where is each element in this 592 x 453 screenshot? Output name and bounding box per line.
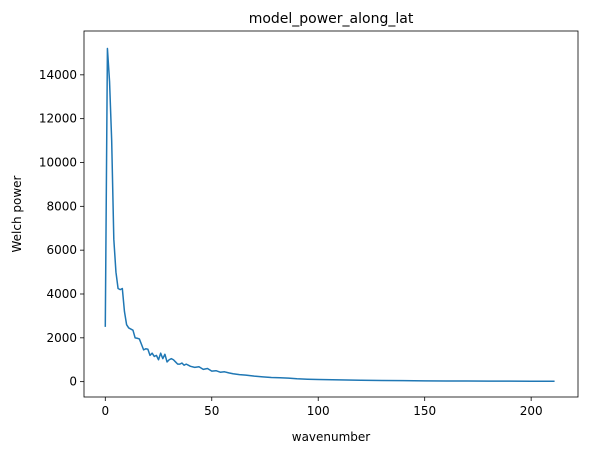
y-tick-label: 2000 <box>46 331 77 345</box>
x-tick-label: 50 <box>204 404 219 418</box>
axes-frame <box>83 30 579 398</box>
y-tick-label: 12000 <box>39 112 77 126</box>
x-tick-label: 0 <box>101 404 109 418</box>
x-tick-label: 100 <box>307 404 330 418</box>
y-tick-label: 4000 <box>46 287 77 301</box>
plot-area <box>104 47 555 383</box>
chart-title: model_power_along_lat <box>249 11 414 27</box>
y-tick-label: 0 <box>69 375 77 389</box>
x-tick-label: 200 <box>520 404 543 418</box>
y-tick-label: 10000 <box>39 155 77 169</box>
series-line <box>104 47 555 383</box>
y-tick-label: 14000 <box>39 68 77 82</box>
x-tick-label: 150 <box>413 404 436 418</box>
y-tick-label: 8000 <box>46 199 77 213</box>
x-axis-label: wavenumber <box>292 430 371 444</box>
y-tick-label: 6000 <box>46 243 77 257</box>
y-axis-label: Welch power <box>10 175 24 252</box>
